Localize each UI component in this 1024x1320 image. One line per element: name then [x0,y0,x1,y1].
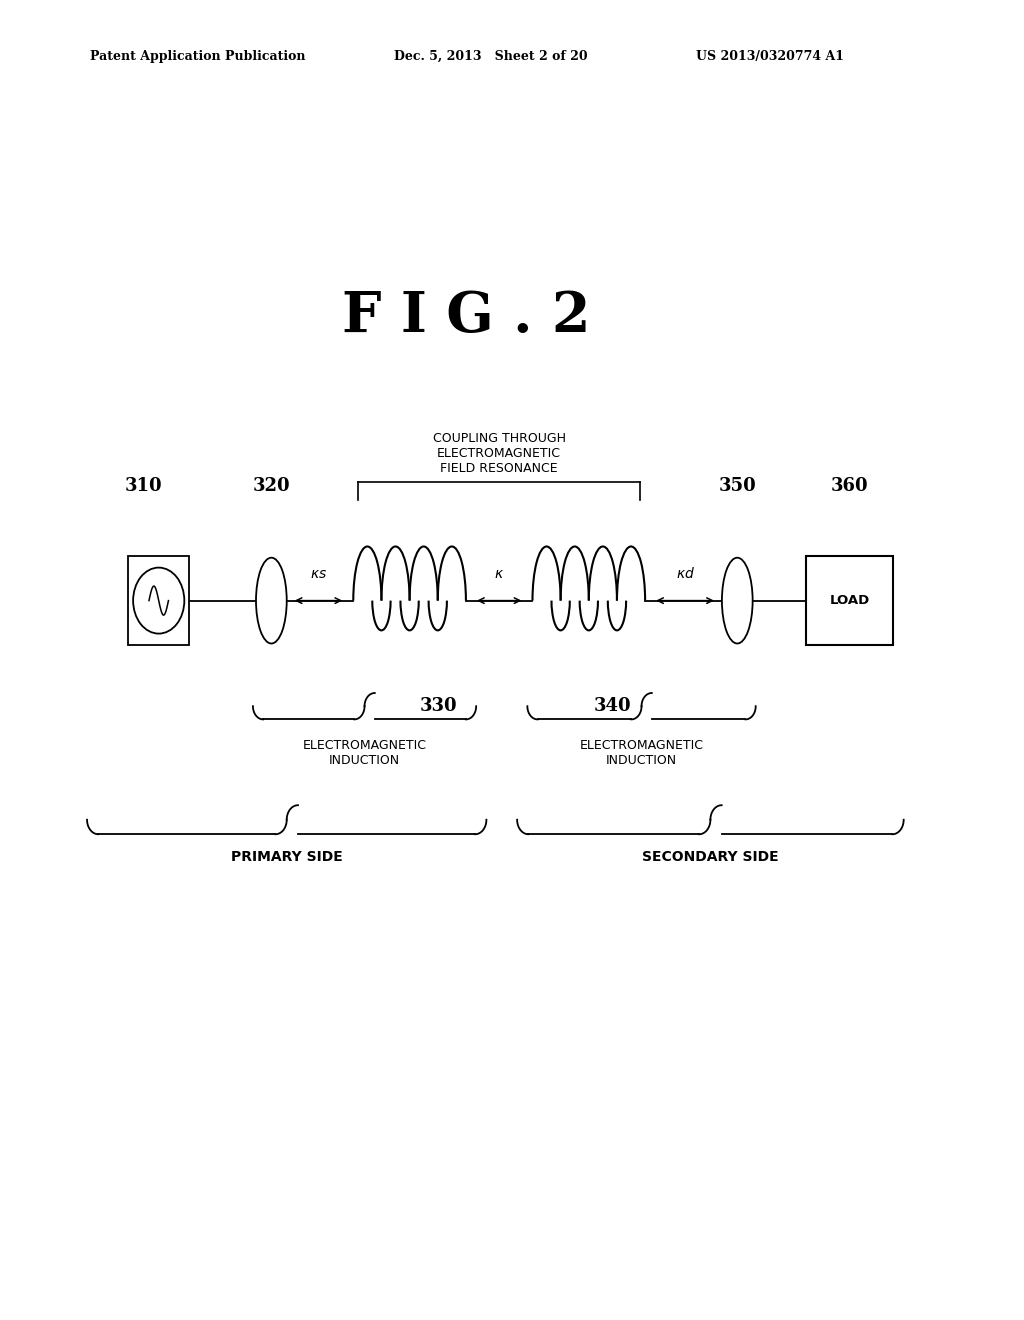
Text: $\kappa$d: $\kappa$d [676,566,694,581]
Ellipse shape [256,557,287,643]
Circle shape [133,568,184,634]
Text: US 2013/0320774 A1: US 2013/0320774 A1 [696,50,845,63]
Text: $\kappa$s: $\kappa$s [310,566,327,581]
Text: $\kappa$: $\kappa$ [495,566,504,581]
Text: Patent Application Publication: Patent Application Publication [90,50,305,63]
Text: 340: 340 [594,697,632,715]
Text: SECONDARY SIDE: SECONDARY SIDE [642,850,778,865]
Text: 310: 310 [125,477,162,495]
FancyBboxPatch shape [807,556,893,645]
Text: 330: 330 [420,697,458,715]
Text: 360: 360 [831,477,868,495]
Text: LOAD: LOAD [829,594,870,607]
Ellipse shape [722,557,753,643]
Text: 350: 350 [719,477,756,495]
Text: ELECTROMAGNETIC
INDUCTION: ELECTROMAGNETIC INDUCTION [302,739,427,767]
Text: COUPLING THROUGH
ELECTROMAGNETIC
FIELD RESONANCE: COUPLING THROUGH ELECTROMAGNETIC FIELD R… [433,432,565,475]
Text: ELECTROMAGNETIC
INDUCTION: ELECTROMAGNETIC INDUCTION [580,739,703,767]
Text: F I G . 2: F I G . 2 [342,289,590,345]
Text: 320: 320 [253,477,290,495]
FancyBboxPatch shape [128,556,189,645]
Text: Dec. 5, 2013   Sheet 2 of 20: Dec. 5, 2013 Sheet 2 of 20 [394,50,588,63]
Text: PRIMARY SIDE: PRIMARY SIDE [230,850,343,865]
